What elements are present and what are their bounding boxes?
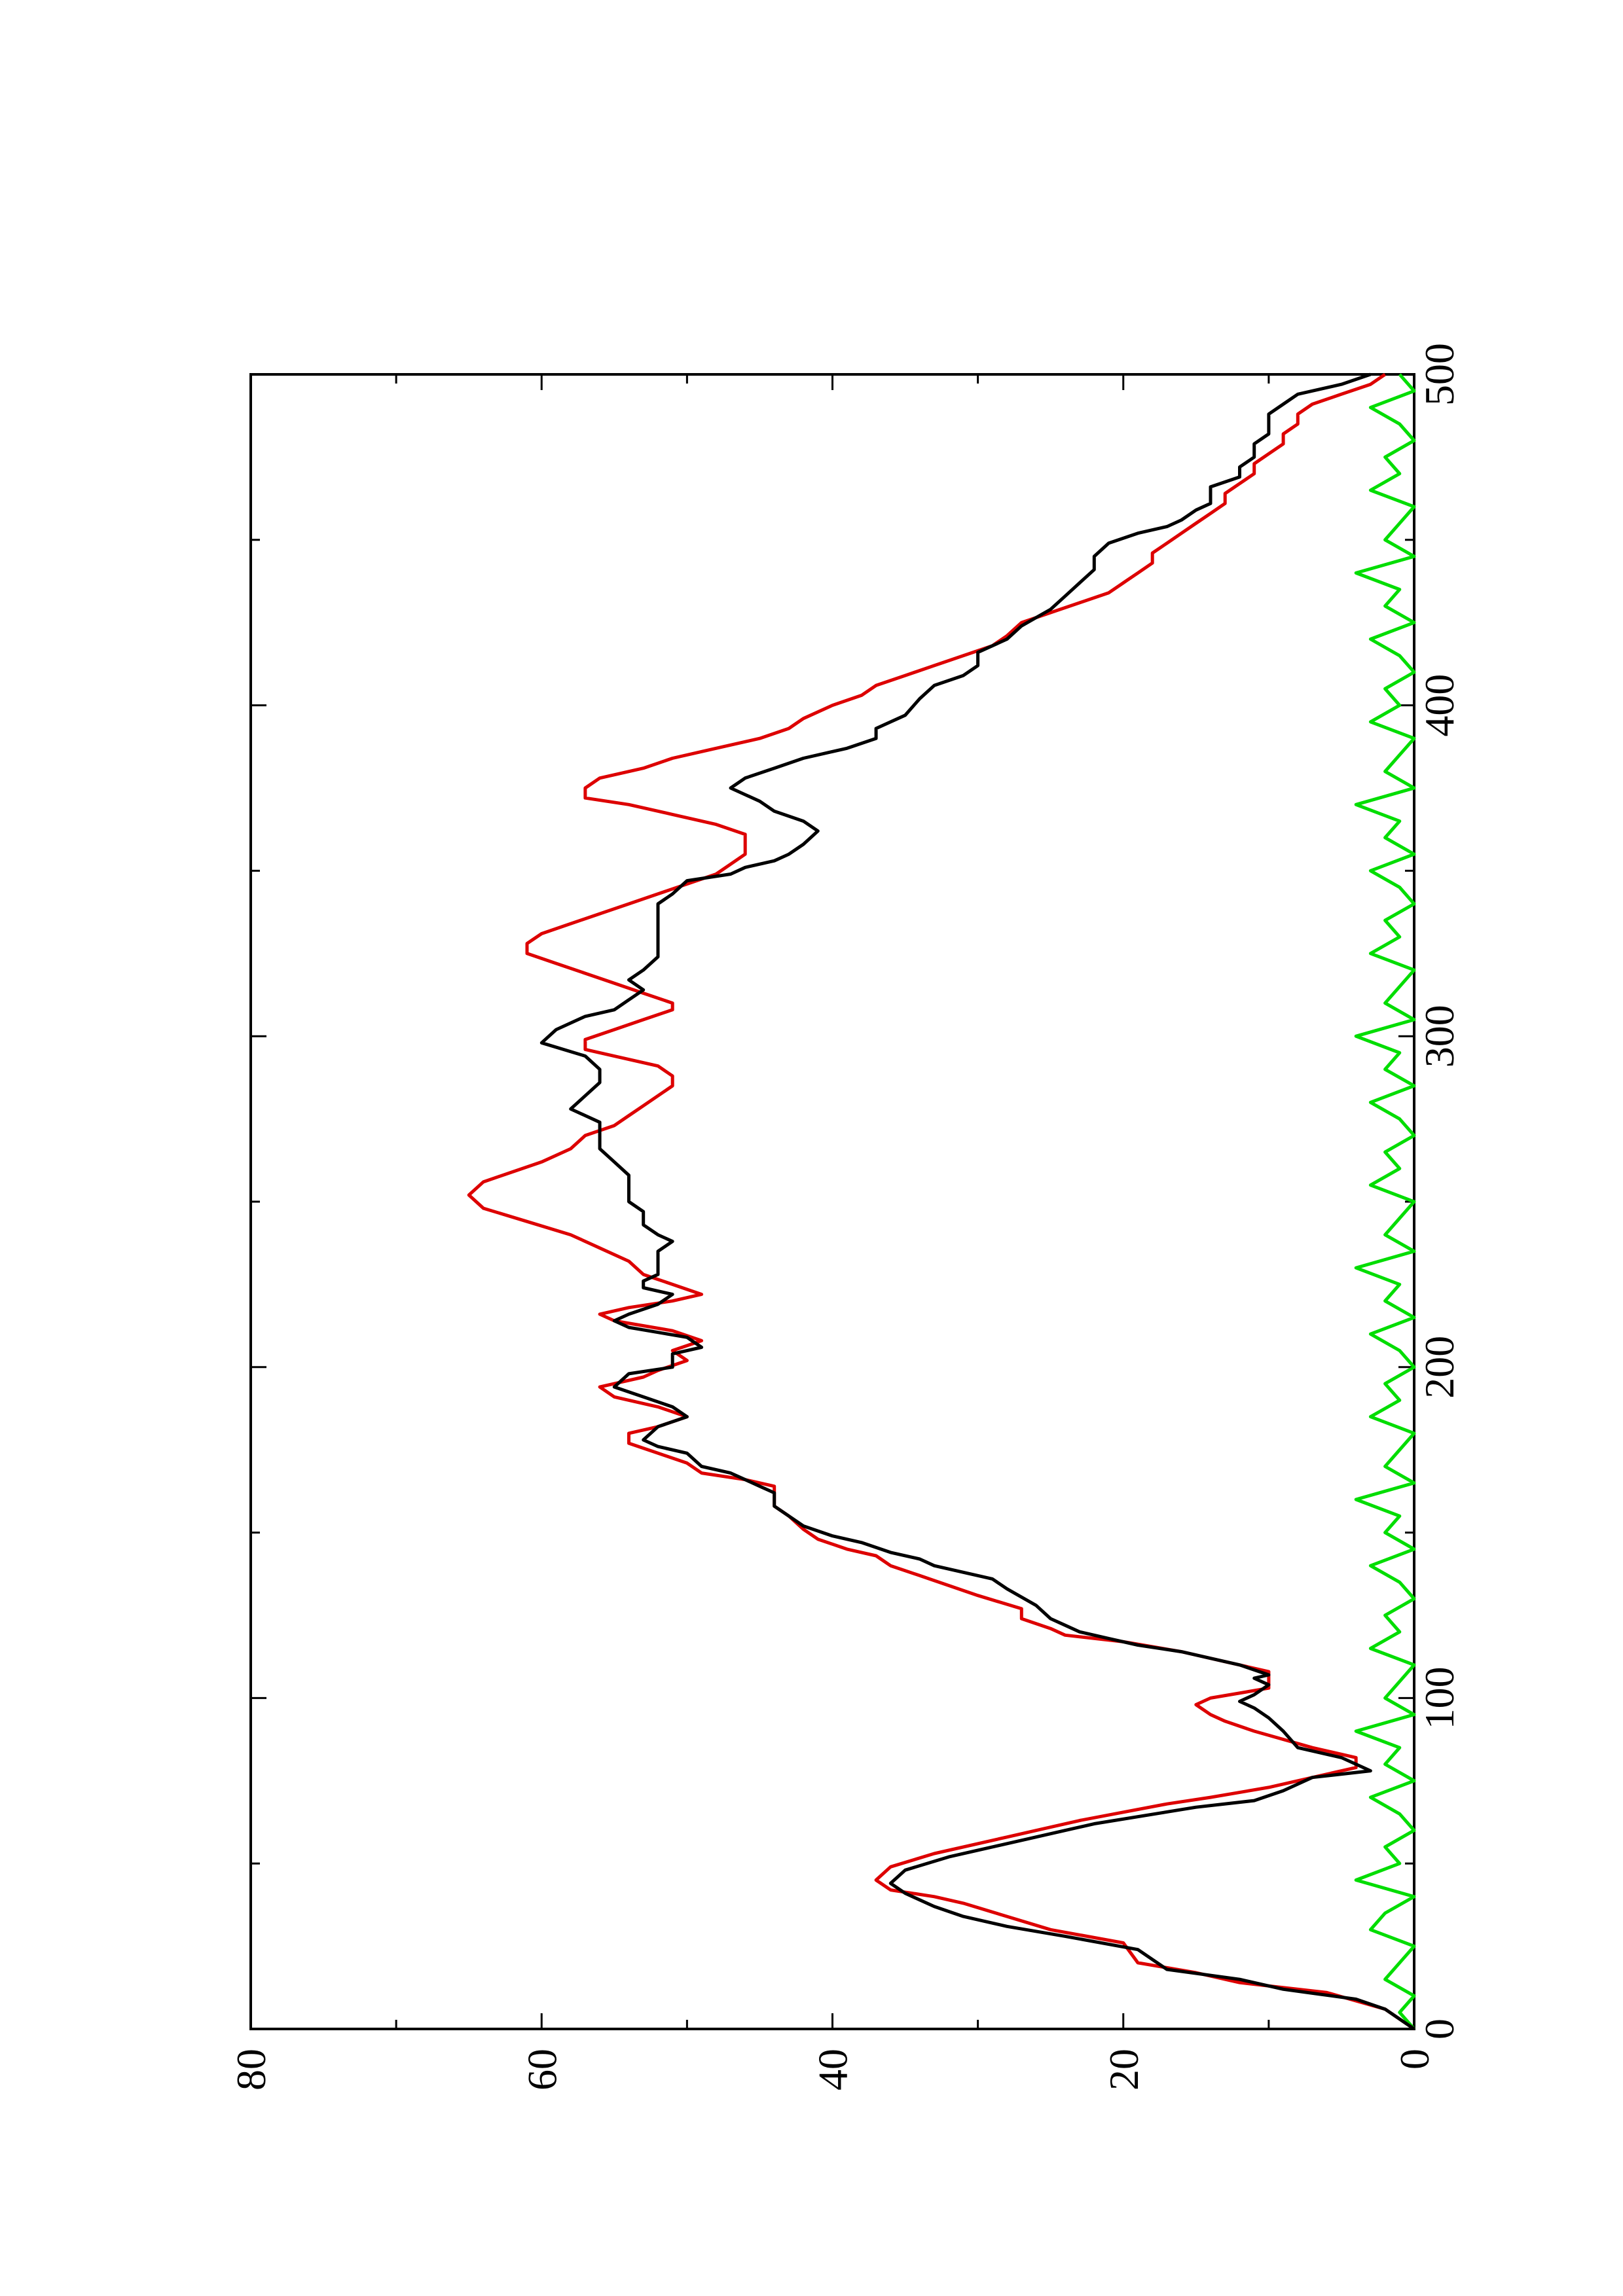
series-line-3 xyxy=(1354,373,1416,2030)
series-line-2 xyxy=(467,372,1415,2031)
series-line-1 xyxy=(539,372,1415,2031)
y-tick-label: 20 xyxy=(1101,2049,1147,2090)
x-tick-label: 200 xyxy=(1416,1336,1463,1399)
series-layer xyxy=(467,372,1416,2031)
y-tick-label: 40 xyxy=(810,2049,856,2090)
plot-frame xyxy=(249,373,1415,2030)
x-tick-label: 300 xyxy=(1416,1005,1463,1067)
y-tick-label: 60 xyxy=(519,2049,565,2090)
x-tick-label: 400 xyxy=(1416,674,1463,737)
axis-ticks xyxy=(249,373,1415,2030)
y-tick-label: 80 xyxy=(228,2049,274,2090)
y-tick-label: 0 xyxy=(1391,2049,1438,2070)
x-tick-label: 0 xyxy=(1416,2018,1463,2039)
x-tick-label: 100 xyxy=(1416,1666,1463,1729)
x-tick-label: 500 xyxy=(1416,343,1463,406)
tick-labels: 0 100 200 300 400 500 0 20 40 60 80 xyxy=(228,343,1463,2090)
